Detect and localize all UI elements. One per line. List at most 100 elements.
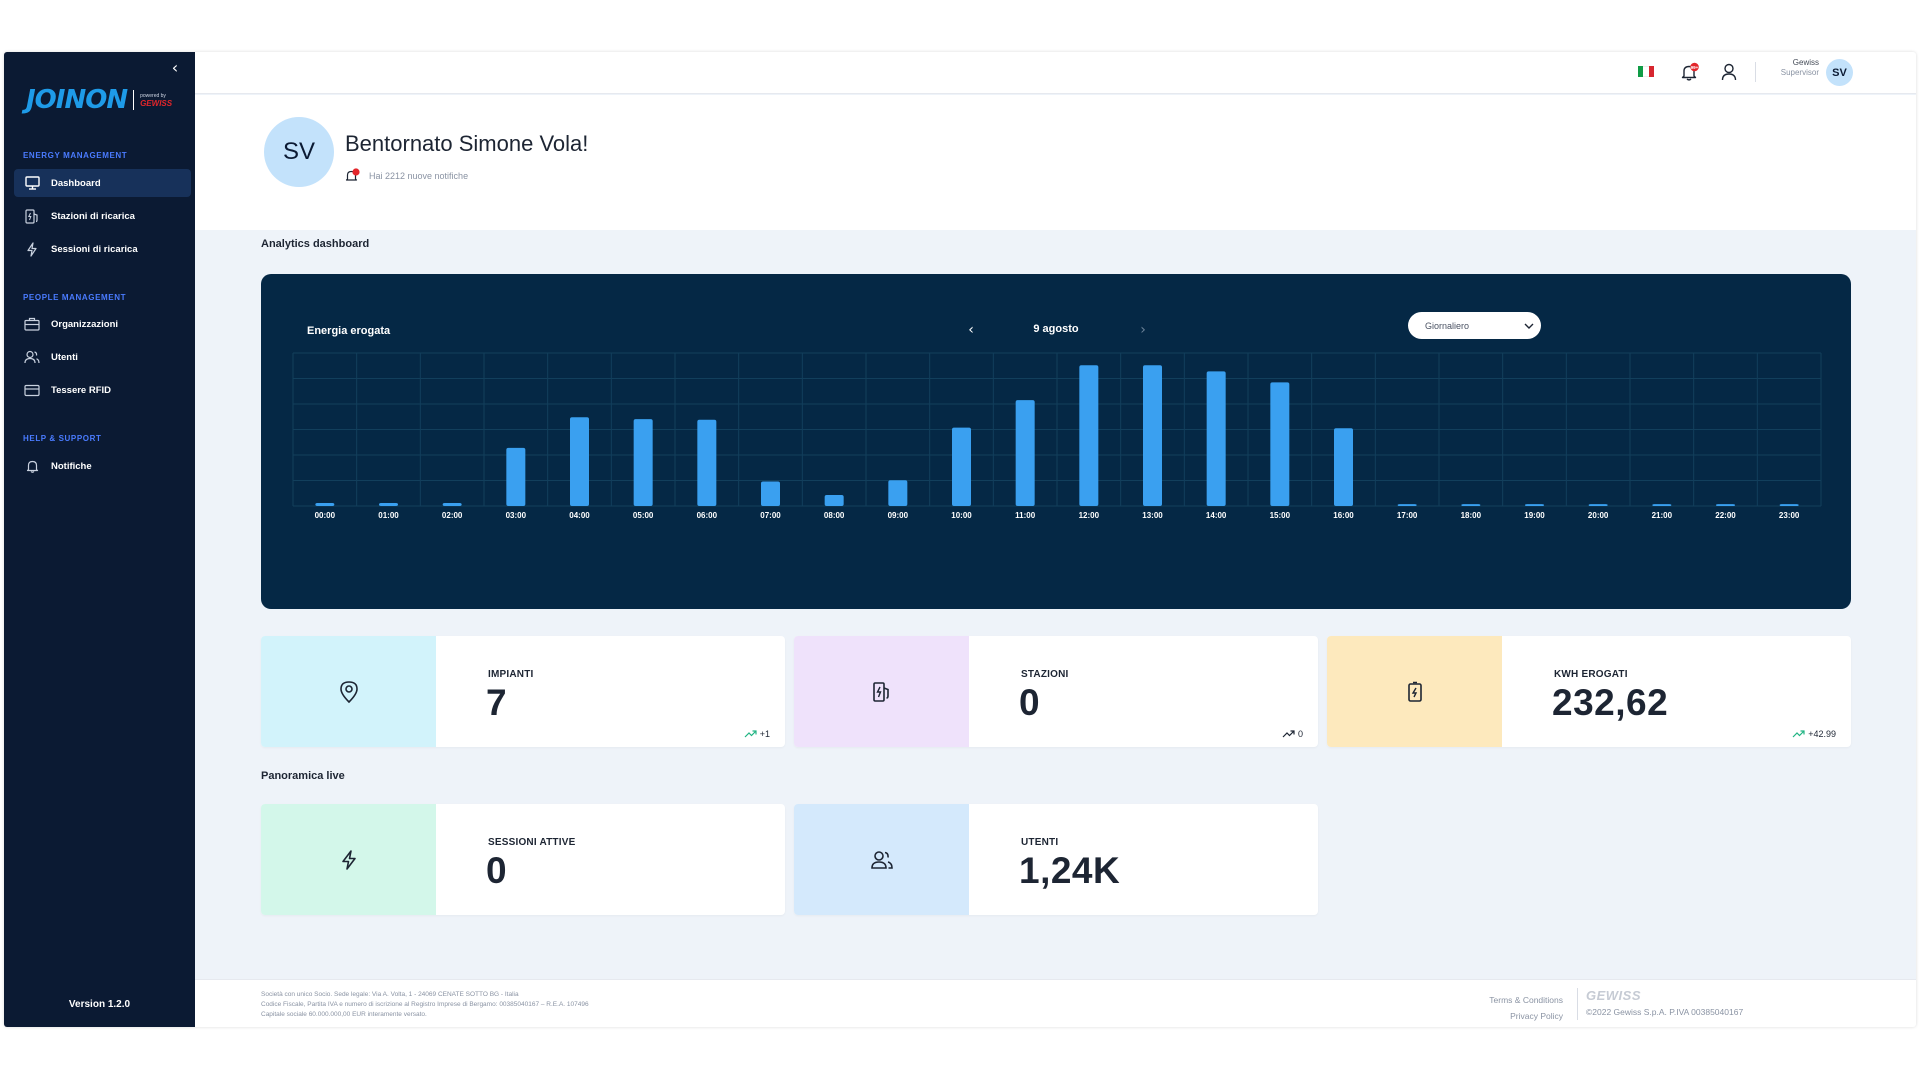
terms-link[interactable]: Terms & Conditions (1489, 995, 1563, 1005)
charging-station-icon (24, 208, 40, 224)
x-tick-label: 02:00 (442, 511, 463, 520)
x-tick-label: 22:00 (1715, 511, 1736, 520)
profile-button[interactable] (1719, 62, 1739, 82)
sidebar-item-label: Utenti (51, 351, 78, 363)
x-tick-label: 23:00 (1779, 511, 1800, 520)
x-tick-label: 17:00 (1397, 511, 1418, 520)
chart-bar-1700[interactable] (1397, 504, 1417, 506)
x-tick-label: 01:00 (378, 511, 399, 520)
x-tick-label: 18:00 (1461, 511, 1482, 520)
x-tick-label: 15:00 (1270, 511, 1291, 520)
chart-bar-0400[interactable] (570, 417, 589, 506)
user-name: Gewiss (1792, 58, 1819, 67)
chart-bar-0300[interactable] (506, 447, 526, 506)
chart-bar-2200[interactable] (1716, 504, 1735, 506)
stat-trend-value: +42.99 (1808, 729, 1836, 739)
sidebar-item-label: Tessere RFID (51, 384, 112, 396)
x-tick-label: 13:00 (1142, 511, 1163, 520)
privacy-link[interactable]: Privacy Policy (1510, 1011, 1563, 1021)
logo-text: JOINON (26, 85, 128, 115)
sidebar-item-utenti[interactable]: Utenti (14, 343, 191, 371)
users-icon (870, 850, 893, 869)
topbar-divider (1755, 62, 1756, 82)
avatar[interactable]: SV (1826, 59, 1853, 86)
sidebar-item-organizzazioni[interactable]: Organizzazioni (14, 310, 191, 338)
stat-value: 0 (1019, 682, 1041, 723)
chart-bar-0700[interactable] (761, 481, 780, 506)
app-window: ‹ JOINON powered by GEWISS ENERGY MANAGE… (4, 52, 1916, 1027)
chart-bar-0200[interactable] (442, 502, 462, 506)
chart-bar-1600[interactable] (1334, 428, 1353, 506)
stat-trend-value: +1 (759, 729, 770, 739)
collapse-sidebar-button[interactable]: ‹ (171, 58, 179, 77)
chart-bar-1300[interactable] (1143, 365, 1162, 506)
stat-card-kwh-erogati[interactable]: KWH EROGATI 232,62 +42.99 (1327, 636, 1851, 747)
stat-trend: +42.99 (1792, 729, 1836, 739)
chart-bar-1900[interactable] (1525, 504, 1544, 506)
next-date-button[interactable]: › (1140, 322, 1146, 338)
sidebar-item-dashboard[interactable]: Dashboard (14, 169, 191, 197)
sidebar-item-label: Organizzazioni (51, 318, 119, 330)
italian-flag-icon[interactable] (1638, 66, 1654, 77)
chart-bar-1100[interactable] (1015, 400, 1035, 506)
location-pin-icon (339, 680, 358, 703)
stat-card-sessioni-attive[interactable]: SESSIONI ATTIVE 0 (261, 804, 785, 915)
chart-bar-1500[interactable] (1270, 382, 1290, 506)
sidebar-item-tessere-rfid[interactable]: Tessere RFID (14, 376, 191, 404)
chart-bar-0000[interactable] (315, 502, 335, 506)
page-title: Bentornato Simone Vola! (345, 131, 589, 156)
chart-bar-0800[interactable] (824, 494, 844, 506)
stat-label: KWH EROGATI (1554, 669, 1628, 680)
chart-bar-2000[interactable] (1588, 504, 1608, 506)
legal-line: Codice Fiscale, Partita IVA e numero di … (261, 1001, 589, 1008)
chart-bar-0100[interactable] (379, 502, 398, 506)
lightning-icon (24, 241, 40, 257)
x-tick-label: 16:00 (1333, 511, 1354, 520)
sidebar: ‹ JOINON powered by GEWISS ENERGY MANAGE… (4, 52, 195, 1027)
stat-icon-box (794, 636, 969, 747)
previous-date-button[interactable]: ‹ (968, 322, 974, 338)
footer-brand: GEWISS ©2022 Gewiss S.p.A. P.IVA 0038504… (1586, 988, 1743, 1017)
chart-bar-2100[interactable] (1652, 504, 1672, 506)
card-icon (24, 382, 40, 398)
users-icon (24, 349, 40, 365)
stat-trend: +1 (744, 729, 770, 739)
period-select[interactable]: Giornaliero (1408, 312, 1541, 339)
energy-chart: 00:00 01:00 02:00 03:00 04:00 05:00 06:00 07:00… (292, 352, 1822, 520)
bell-icon: 99+ (1681, 62, 1699, 81)
stat-label: STAZIONI (1021, 669, 1069, 680)
chart-bar-0500[interactable] (633, 419, 653, 506)
legal-info: Società con unico Socio. Sede legale: Vi… (261, 990, 589, 1020)
stat-card-stazioni[interactable]: STAZIONI 0 0 (794, 636, 1318, 747)
logo[interactable]: JOINON powered by GEWISS (26, 87, 176, 113)
notifications-summary[interactable]: Hai 2212 nuove notifiche (345, 168, 468, 183)
logo-brand: GEWISS (140, 99, 173, 108)
footer-links: Terms & Conditions Privacy Policy (1443, 992, 1563, 1024)
user-icon (1721, 63, 1737, 81)
bell-icon (345, 168, 360, 181)
chart-bar-1400[interactable] (1206, 371, 1226, 506)
chevron-down-icon (1517, 323, 1541, 329)
x-tick-label: 07:00 (760, 511, 781, 520)
chart-bar-0600[interactable] (697, 419, 717, 506)
chart-bar-1000[interactable] (952, 427, 971, 506)
chart-bar-0900[interactable] (888, 480, 908, 506)
stat-icon-box (794, 804, 969, 915)
notifications-button[interactable]: 99+ (1680, 62, 1700, 82)
stat-card-utenti[interactable]: UTENTI 1,24K (794, 804, 1318, 915)
chart-bar-1800[interactable] (1461, 504, 1481, 506)
chart-bar-1200[interactable] (1079, 365, 1099, 506)
sidebar-item-notifiche[interactable]: Notifiche (14, 452, 191, 480)
sidebar-item-stazioni[interactable]: Stazioni di ricarica (14, 202, 191, 230)
topbar: 99+ Gewiss Supervisor SV (195, 52, 1916, 94)
legal-line: Società con unico Socio. Sede legale: Vi… (261, 991, 519, 998)
x-tick-label: 00:00 (315, 511, 336, 520)
stat-icon-box (1327, 636, 1502, 747)
x-tick-label: 14:00 (1206, 511, 1227, 520)
chart-bar-2300[interactable] (1779, 504, 1799, 506)
stat-card-impianti[interactable]: IMPIANTI 7 +1 (261, 636, 785, 747)
sidebar-item-sessioni[interactable]: Sessioni di ricarica (14, 235, 191, 263)
x-tick-label: 04:00 (569, 511, 590, 520)
stat-trend-value: 0 (1297, 729, 1303, 739)
welcome-avatar: SV (264, 117, 334, 187)
